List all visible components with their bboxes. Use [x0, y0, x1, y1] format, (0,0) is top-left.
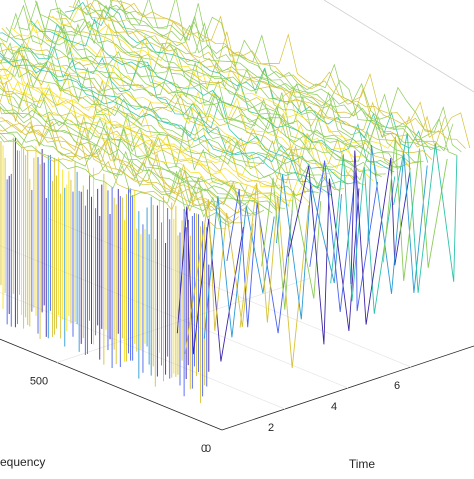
x-tick-label: 6	[394, 380, 400, 392]
grid-freq-500	[56, 278, 310, 363]
ridge-trace	[0, 45, 336, 189]
ridge-trace	[0, 55, 298, 206]
grid-time-4	[0, 245, 349, 389]
ridge-trace	[0, 58, 324, 194]
edge-trace	[226, 189, 293, 334]
x-axis-label: Time	[349, 457, 376, 471]
ridge-trace	[0, 91, 260, 215]
ridge-trace	[0, 12, 361, 185]
ridge-trace	[0, 46, 303, 204]
y-tick-label: 0	[201, 443, 207, 455]
ridge-trace	[51, 5, 416, 166]
edge-trace	[309, 160, 379, 313]
back-wall-edge	[323, 0, 474, 93]
ridge-trace	[0, 23, 357, 185]
ridge-trace	[98, 2, 462, 153]
ridge-trace	[14, 4, 378, 177]
ridge-trace	[0, 106, 256, 214]
ridge-trace	[0, 114, 240, 225]
edge-trace	[350, 150, 411, 325]
tick-labels: 0 2 4 6 0 500	[30, 376, 400, 456]
edge-trace	[184, 199, 254, 354]
ridge-trace	[1, 27, 365, 186]
ridge-trace	[0, 84, 290, 207]
ridge-trace	[0, 132, 227, 230]
ridge-trace	[5, 26, 370, 181]
ridge-trace	[0, 120, 244, 224]
ridge-trace	[0, 124, 235, 224]
edge-trace	[382, 136, 448, 281]
ridge-trace	[0, 116, 248, 219]
ridge-trace	[35, 0, 399, 169]
y-axis-label: requency	[0, 455, 45, 469]
axis-line-1	[0, 338, 223, 431]
edge-trace	[287, 165, 360, 345]
edge-trace	[367, 144, 428, 294]
ridge-trace	[0, 93, 277, 211]
x-tick-label: 4	[331, 401, 337, 413]
y-tick-label: 500	[30, 376, 48, 388]
edge-trace	[203, 196, 275, 339]
ridge-trace	[0, 67, 294, 202]
ridge-trace	[0, 22, 353, 183]
ridge-trace	[68, 0, 433, 160]
edge-trace	[330, 154, 396, 314]
x-tick-label: 2	[268, 422, 274, 434]
edge-trace	[393, 132, 458, 293]
ridge-trace	[0, 135, 223, 233]
ridge-trace	[56, 10, 420, 164]
ridge-trace	[111, 0, 466, 149]
edge-trace	[239, 183, 310, 368]
ridge-trace	[0, 87, 286, 209]
ridge-trace	[0, 76, 273, 214]
x-tick-label: 0	[205, 443, 211, 455]
ridge-trace	[0, 41, 340, 192]
ridge-trace	[72, 0, 437, 152]
ridge-trace	[77, 4, 441, 151]
ridge-trace	[18, 0, 382, 177]
waterfall-surface	[0, 0, 471, 404]
edge-trace	[176, 206, 244, 362]
ridge-trace	[0, 73, 311, 204]
ridge-trace	[0, 54, 315, 197]
grid-time-6	[47, 218, 412, 368]
ridge-trace	[0, 47, 328, 189]
ridge-trace	[116, 0, 471, 149]
ridge-trace	[64, 1, 429, 163]
ridge-trace	[60, 0, 424, 163]
ridge-trace	[0, 43, 349, 186]
ridge-trace	[0, 107, 269, 211]
ridge-trace	[93, 0, 454, 152]
ridge-trace	[0, 57, 307, 196]
ridge-trace	[0, 55, 332, 196]
ridge-trace	[0, 80, 252, 217]
ridge-trace	[81, 2, 445, 148]
ridge-trace	[23, 0, 386, 175]
